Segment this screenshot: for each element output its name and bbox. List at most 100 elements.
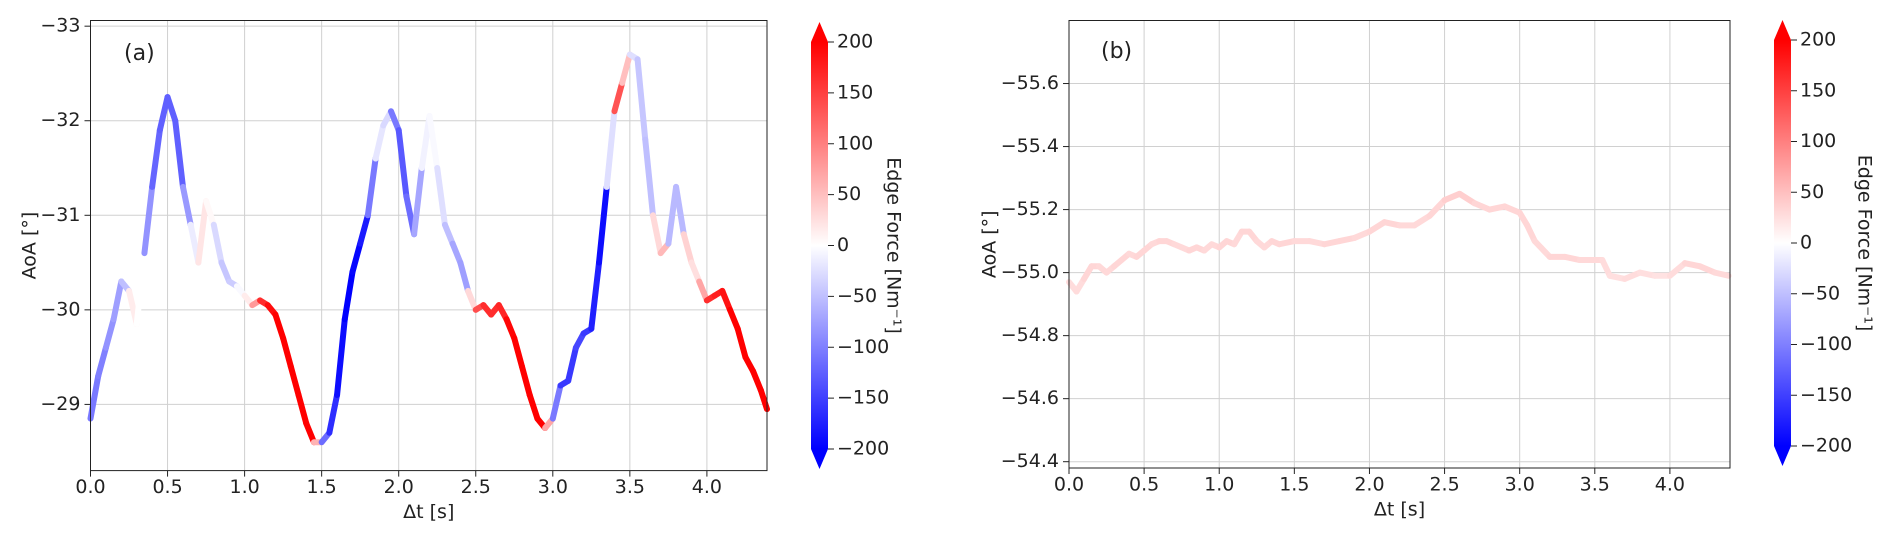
colorbar-tick-label: 200 <box>1800 29 1836 51</box>
colorbar-label: Edge Force [Nm⁻¹] <box>883 157 905 334</box>
trace-segment <box>164 94 179 124</box>
trace-segment <box>588 259 603 332</box>
colorbar-tick-label: 0 <box>1800 232 1812 254</box>
y-tick-label: −29 <box>40 393 80 415</box>
colorbar-tick-label: −100 <box>837 336 889 358</box>
x-tick-label: 0.0 <box>1054 474 1084 496</box>
trace-segment <box>680 231 695 266</box>
trace-segment <box>195 198 210 266</box>
panel-label: (a) <box>124 41 155 66</box>
trace-segment <box>603 108 618 190</box>
trace-segment <box>395 127 410 200</box>
trace-segment <box>757 387 770 413</box>
trace-segment <box>642 136 656 219</box>
trace-segment <box>87 373 102 422</box>
colorbar-tick-label: 150 <box>1800 79 1836 101</box>
y-axis-label: AoA [°] <box>19 212 41 280</box>
axes-frame <box>1068 20 1731 469</box>
colorbar-extend-min <box>1774 446 1791 466</box>
colorbar-tick-label: −200 <box>837 438 889 460</box>
trace-segment <box>287 363 302 398</box>
trace-segment <box>619 51 633 86</box>
colorbar-tick-label: 0 <box>837 234 849 256</box>
x-tick-label: 2.5 <box>461 476 491 498</box>
trace-segment <box>441 221 456 247</box>
colorbar-tick-label: 150 <box>837 81 873 103</box>
trace-segment <box>696 278 710 304</box>
x-tick-label: 0.0 <box>75 476 105 498</box>
trace-segment <box>411 165 425 238</box>
y-tick-label: −32 <box>40 109 80 131</box>
y-tick-label: −55.0 <box>1001 261 1059 283</box>
x-axis-label: Δt [s] <box>1374 499 1425 521</box>
trace-segment <box>611 79 626 115</box>
trace-segment <box>172 117 186 190</box>
trace-segment <box>750 368 764 394</box>
x-tick-label: 1.0 <box>229 476 259 498</box>
trace-segment <box>649 212 664 257</box>
trace-segment <box>218 259 233 285</box>
trace-segment <box>688 259 703 285</box>
trace-segment <box>727 306 741 332</box>
trace-segment <box>357 212 371 247</box>
trace-segment <box>341 269 356 323</box>
colorbar <box>1774 40 1791 446</box>
x-tick-label: 1.0 <box>1204 474 1234 496</box>
y-tick-label: −55.6 <box>1001 72 1059 94</box>
trace-segment <box>549 382 564 422</box>
trace-segment <box>179 183 194 228</box>
trace-segment <box>364 155 379 219</box>
trace-segment <box>272 311 287 342</box>
panel-label: (b) <box>1101 39 1132 64</box>
y-axis-label: AoA [°] <box>979 210 1001 278</box>
colorbar-tick-label: −100 <box>1800 333 1852 355</box>
trace-segment <box>1711 269 1732 279</box>
x-tick-label: 0.5 <box>152 476 182 498</box>
trace-segment <box>426 113 441 172</box>
x-tick-label: 4.0 <box>1655 474 1685 496</box>
y-tick-label: −54.6 <box>1001 387 1059 409</box>
x-tick-label: 1.5 <box>1279 474 1309 496</box>
axes-frame <box>90 20 768 472</box>
colorbar-extend-min <box>811 449 828 469</box>
trace-segment <box>449 240 464 266</box>
x-tick-label: 2.0 <box>1354 474 1384 496</box>
colorbar-tick-label: 100 <box>837 132 873 154</box>
trace-segment <box>634 56 649 143</box>
y-tick-label: −55.2 <box>1001 198 1059 220</box>
colorbar-extend-max <box>1774 20 1791 40</box>
x-tick-label: 3.5 <box>615 476 645 498</box>
colorbar-tick-label: −50 <box>1800 282 1840 304</box>
trace-segment <box>326 391 341 436</box>
trace-segment <box>295 391 310 427</box>
colorbar-tick-label: −50 <box>837 285 877 307</box>
colorbar-tick-label: 50 <box>837 183 861 205</box>
colorbar-tick-label: 100 <box>1800 130 1836 152</box>
x-tick-label: 3.5 <box>1580 474 1610 496</box>
colorbar <box>811 42 828 449</box>
y-tick-label: −54.8 <box>1001 324 1059 346</box>
trace-segment <box>141 183 156 257</box>
trace-segment <box>526 391 541 422</box>
y-tick-label: −54.4 <box>1001 450 1059 472</box>
trace-segment <box>203 198 217 228</box>
trace-segment <box>518 363 533 398</box>
trace-segment <box>1426 197 1448 219</box>
x-tick-label: 4.0 <box>692 476 722 498</box>
x-tick-label: 3.0 <box>1505 474 1535 496</box>
trace-segment <box>1666 260 1688 279</box>
trace-segment <box>457 259 472 294</box>
trace-segment <box>1531 238 1553 260</box>
colorbar-tick-label: −150 <box>837 387 889 409</box>
trace-segment <box>511 335 525 370</box>
trace-segment <box>280 335 294 370</box>
x-tick-label: 0.5 <box>1129 474 1159 496</box>
colorbar-tick-label: 200 <box>837 31 873 53</box>
y-tick-label: −33 <box>40 15 80 37</box>
colorbar-tick-label: 50 <box>1800 181 1824 203</box>
panel: 0.0 0.5 1.0 1.5 2.0 2.5 3.0 3.5 4.0 −55.6 −55.4 −55… <box>979 20 1876 521</box>
colorbar-label: Edge Force [Nm⁻¹] <box>1854 155 1876 332</box>
trace-segment <box>565 344 579 384</box>
x-tick-label: 3.0 <box>538 476 568 498</box>
